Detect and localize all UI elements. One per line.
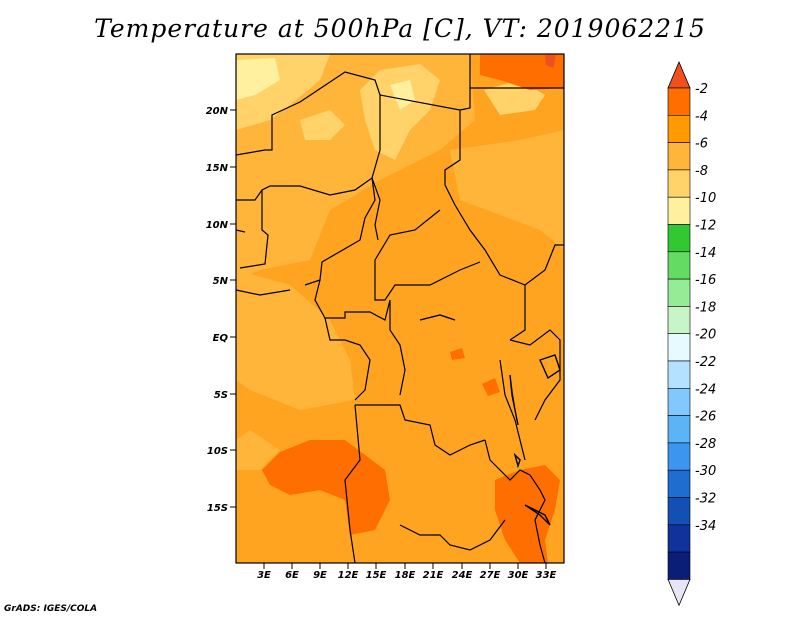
colorbar-box: [667, 278, 691, 307]
colorbar-box: [667, 360, 691, 389]
colorbar-label: -24: [695, 382, 716, 397]
lon-label-6e: 6E: [285, 570, 299, 581]
lon-label-12e: 12E: [338, 570, 359, 581]
colorbar-label: -4: [695, 109, 708, 124]
colorbar-box: [667, 224, 691, 253]
colorbar-box: [667, 306, 691, 334]
field-cream-nw: [236, 58, 280, 100]
lat-tick: 5N: [213, 276, 236, 287]
colorbar-bottom-arrow: [667, 579, 691, 607]
field-light-orange-east: [450, 130, 564, 250]
field-red-ne: [545, 55, 556, 68]
lat-tick: 10S: [207, 446, 236, 457]
field-pale-yellow-small: [300, 110, 345, 140]
lon-label-3e: 3E: [257, 570, 271, 581]
lat-tick: EQ: [213, 333, 236, 344]
colorbar-box: [667, 142, 691, 171]
colorbar-label: -34: [695, 519, 716, 534]
lat-label-5s: 5S: [214, 390, 228, 401]
map-frame: [235, 53, 565, 564]
lon-tick: 3E: [257, 563, 271, 581]
colorbar-label: -16: [695, 273, 716, 288]
lon-label-9e: 9E: [313, 570, 327, 581]
chart-title: Temperature at 500hPa [C], VT: 201906221…: [94, 14, 706, 43]
field-deep-orange-patch1: [482, 378, 500, 396]
lon-tick: 9E: [313, 563, 327, 581]
colorbar-label: -26: [695, 410, 716, 425]
colorbar-box: [667, 442, 691, 471]
colorbar-box: [667, 196, 691, 225]
colorbar-box: [667, 251, 691, 280]
lat-tick: 15N: [206, 163, 236, 174]
lon-label-27e: 27E: [480, 570, 501, 581]
lat-label-eq: EQ: [213, 333, 229, 344]
lakes: [419, 314, 561, 526]
lat-label-10n: 10N: [206, 220, 229, 231]
colorbar-box: [667, 87, 691, 116]
field-deep-orange-se: [495, 465, 560, 563]
lon-tick: 15E: [366, 563, 387, 581]
lat-label-15n: 15N: [206, 163, 229, 174]
field-deep-orange-ne: [480, 54, 564, 90]
colorbar-label: -10: [695, 191, 716, 206]
lon-tick: 30E: [508, 563, 529, 581]
colorbar-label: -30: [695, 464, 716, 479]
colorbar-top-arrow: [667, 60, 691, 89]
lat-label-5n: 5N: [213, 276, 229, 287]
field-deep-orange-south: [262, 440, 390, 535]
lon-label-24e: 24E: [452, 570, 473, 581]
colorbar-label: -12: [695, 219, 716, 234]
lat-label-15s: 15S: [207, 503, 228, 514]
colorbar-box: [667, 415, 691, 444]
colorbar-label: -18: [695, 300, 716, 315]
colorbar-box: [667, 169, 691, 198]
credit-label: GrADS: IGES/COLA: [4, 604, 98, 614]
lat-tick: 10N: [206, 220, 236, 231]
colorbar-label: -8: [695, 164, 708, 179]
colorbar-box: [667, 333, 691, 362]
lon-tick: 21E: [423, 563, 444, 581]
field-deep-orange-patch2: [450, 348, 465, 360]
latitude-axis: 20N 15N 10N 5N EQ 5S 10S 15S: [206, 106, 236, 514]
lon-tick: 18E: [395, 563, 416, 581]
colorbar-label: -2: [695, 82, 708, 97]
colorbar-box: [667, 551, 691, 580]
field-light-orange-west: [236, 270, 355, 410]
lon-label-21e: 21E: [423, 570, 444, 581]
colorbar-label: -32: [695, 492, 716, 507]
lon-label-15e: 15E: [366, 570, 387, 581]
lon-tick: 27E: [480, 563, 501, 581]
colorbar-box: [667, 469, 691, 498]
colorbar-label: -28: [695, 437, 716, 452]
lon-tick: 33E: [536, 563, 557, 581]
country-borders: [236, 54, 564, 563]
lat-tick: 5S: [214, 390, 236, 401]
field-cream-north: [390, 80, 415, 110]
lat-label-10s: 10S: [207, 446, 228, 457]
lat-tick: 15S: [207, 503, 236, 514]
colorbar-label: -14: [695, 246, 716, 261]
lon-tick: 6E: [285, 563, 299, 581]
colorbar-label: -6: [695, 137, 708, 152]
lat-label-20n: 20N: [206, 106, 229, 117]
lat-tick: 20N: [206, 106, 236, 117]
temperature-field: [236, 54, 564, 563]
colorbar-box: [667, 115, 691, 143]
colorbar-box: [667, 387, 691, 416]
colorbar-box: [667, 497, 691, 526]
lon-label-18e: 18E: [395, 570, 416, 581]
lon-tick: 24E: [452, 563, 473, 581]
colorbar: -2 -4 -6 -8 -10 -12 -14 -16 -18 -20 -22 -24 -26 -28 -3…: [667, 60, 716, 607]
colorbar-label: -20: [695, 328, 716, 343]
longitude-axis: 3E 6E 9E 12E 15E 18E 21E 24E: [257, 563, 557, 581]
colorbar-box: [667, 524, 691, 553]
colorbar-label: -22: [695, 355, 716, 370]
lon-tick: 12E: [338, 563, 359, 581]
lon-label-33e: 33E: [536, 570, 557, 581]
lon-label-30e: 30E: [508, 570, 529, 581]
field-light-orange-sw: [236, 430, 280, 470]
